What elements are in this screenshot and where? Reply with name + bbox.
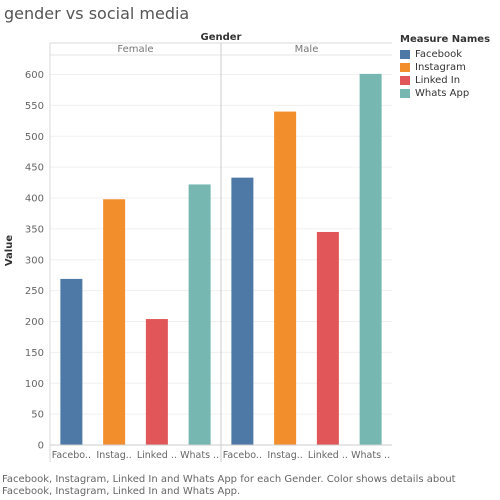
x-tick-label: Linked .. (137, 450, 177, 461)
legend-item-facebook[interactable]: Facebook (400, 48, 490, 61)
x-tick-label: Facebo.. (223, 450, 262, 461)
x-tick-label: Instag.. (96, 450, 131, 461)
y-tick-label: 0 (38, 441, 44, 452)
panel-header-male: Male (295, 44, 319, 55)
legend: Measure Names Facebook Instagram Linked … (400, 34, 490, 100)
y-tick-label: 300 (25, 255, 44, 266)
y-tick-label: 150 (25, 348, 44, 359)
bar-male-linked-in (316, 231, 339, 445)
legend-label: Instagram (415, 62, 466, 73)
x-tick-label: Instag.. (267, 450, 302, 461)
legend-swatch-instagram (400, 63, 410, 72)
x-tick-label: Linked .. (308, 450, 348, 461)
legend-swatch-facebook (400, 50, 410, 59)
legend-title: Measure Names (400, 34, 491, 45)
y-tick-label: 550 (25, 101, 44, 112)
legend-item-linked-in[interactable]: Linked In (400, 74, 490, 87)
bar-female-whats-app (188, 184, 211, 445)
y-tick-label: 500 (25, 132, 44, 143)
bar-female-instagram (103, 199, 126, 445)
y-tick-label: 400 (25, 194, 44, 205)
y-tick-label: 250 (25, 286, 44, 297)
legend-item-whats-app[interactable]: Whats App (400, 87, 490, 100)
bar-male-facebook (231, 177, 254, 445)
chart-caption: Facebook, Instagram, Linked In and Whats… (2, 474, 456, 497)
column-header: Gender (201, 32, 242, 43)
bar-female-linked-in (145, 319, 168, 445)
x-tick-label: Facebo.. (52, 450, 91, 461)
legend-swatch-whats-app (400, 89, 410, 98)
legend-item-instagram[interactable]: Instagram (400, 61, 490, 74)
y-tick-label: 100 (25, 379, 44, 390)
chart-title: gender vs social media (4, 4, 190, 23)
bar-male-whats-app (359, 73, 382, 446)
legend-label: Linked In (415, 75, 461, 86)
legend-label: Facebook (415, 49, 462, 60)
legend-label: Whats App (415, 88, 470, 99)
bar-female-facebook (60, 278, 83, 445)
y-tick-label: 50 (31, 410, 44, 421)
bar-male-instagram (274, 111, 297, 446)
y-axis-title: Value (4, 235, 15, 266)
x-tick-label: Whats .. (351, 450, 390, 461)
y-tick-label: 350 (25, 224, 44, 235)
panel-header-female: Female (117, 44, 153, 55)
y-tick-label: 200 (25, 317, 44, 328)
legend-swatch-linked-in (400, 76, 410, 85)
y-tick-label: 600 (25, 70, 44, 81)
x-tick-label: Whats .. (180, 450, 219, 461)
y-tick-label: 450 (25, 163, 44, 174)
